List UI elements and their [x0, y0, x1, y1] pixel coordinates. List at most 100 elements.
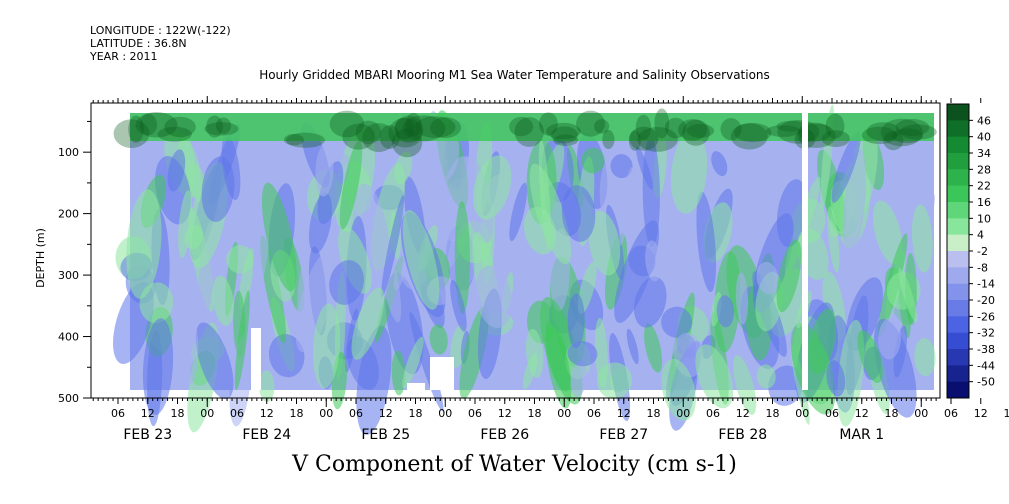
heatmap-cell	[295, 250, 337, 353]
colorbar-band	[947, 169, 969, 187]
surface-cell	[135, 112, 178, 138]
surface-cell	[402, 115, 446, 142]
surface-cell	[379, 125, 400, 150]
data-gap	[407, 383, 425, 390]
surface-cell	[825, 113, 845, 139]
x-tick-label: 12	[617, 407, 631, 420]
x-day-label: FEB 28	[718, 427, 767, 443]
x-tick-label: 00	[676, 407, 690, 420]
heatmap-cell	[790, 322, 836, 415]
heatmap-cell	[872, 200, 903, 265]
heatmap-cell	[184, 225, 204, 250]
surface-cell	[394, 115, 424, 143]
surface-cell	[113, 119, 150, 148]
surface-cell	[394, 117, 415, 140]
heatmap-cell	[522, 352, 538, 390]
heatmap-cell	[756, 364, 776, 389]
colorbar-label: -26	[977, 310, 995, 323]
x-tick-label: 06	[944, 407, 958, 420]
data-gap	[802, 113, 808, 390]
surface-cell	[329, 110, 365, 138]
surface-cell	[550, 126, 579, 144]
heatmap-cell	[911, 204, 933, 273]
surface-cell	[730, 123, 768, 150]
heatmap-cell	[661, 358, 696, 421]
surface-cell	[765, 125, 801, 137]
heatmap-cell	[238, 247, 255, 310]
x-tick-label: 06	[468, 407, 482, 420]
x-tick-label: 06	[230, 407, 244, 420]
plot-frame	[90, 102, 941, 399]
y-tick-label: 300	[58, 269, 79, 282]
x-tick-label: 06	[706, 407, 720, 420]
x-tick-label: 00	[438, 407, 452, 420]
heatmap-cell	[826, 360, 846, 397]
surface-cell	[392, 128, 423, 158]
x-day-label: FEB 23	[123, 427, 172, 443]
heatmap-cell	[183, 314, 199, 385]
x-tick-label: 00	[557, 407, 571, 420]
heatmap-cell	[454, 201, 470, 314]
y-axis-label: DEPTH (m)	[34, 228, 47, 288]
heatmap-cell	[317, 161, 344, 225]
x-tick-label: 18	[409, 407, 423, 420]
surface-cell	[635, 114, 652, 141]
colorbar-band	[947, 136, 969, 154]
heatmap-cell	[546, 327, 571, 392]
x-tick-label: 18	[171, 407, 185, 420]
surface-cell	[682, 119, 710, 146]
heatmap-cell	[195, 322, 234, 400]
surface-cell	[405, 112, 422, 137]
heatmap-cell	[538, 138, 551, 251]
x-tick-label: 18	[290, 407, 304, 420]
surface-cell	[866, 122, 901, 141]
heatmap-cell	[661, 306, 693, 338]
colorbar-band	[947, 283, 969, 301]
x-tick-label: 18	[647, 407, 661, 420]
x-tick-label: 12	[498, 407, 512, 420]
x-day-label: FEB 25	[361, 427, 410, 443]
x-tick-label: 18	[885, 407, 899, 420]
longitude-label: LONGITUDE : 122W(-122)	[90, 24, 231, 37]
heatmap-cell	[670, 131, 708, 214]
heatmap-cell	[670, 246, 698, 294]
surface-cell	[157, 126, 192, 142]
latitude-label: LATITUDE : 36.8N	[90, 37, 187, 50]
heatmap-cell	[776, 239, 802, 313]
x-tick-label: 12	[736, 407, 750, 420]
heatmap-cell	[142, 318, 174, 415]
colorbar-band	[947, 349, 969, 366]
heatmap-cell	[878, 317, 901, 360]
heatmap-cell	[581, 147, 605, 174]
heatmap-cell	[139, 282, 174, 324]
colorbar-label: -2	[977, 245, 988, 258]
colorbar-label: 16	[977, 196, 991, 209]
heatmap-cell	[827, 206, 840, 273]
heatmap-cell	[645, 240, 662, 282]
surface-cell	[139, 113, 158, 136]
x-tick-label: 12	[974, 407, 988, 420]
heatmap-cell	[642, 136, 660, 247]
surface-cell	[686, 123, 715, 138]
colorbar-label: 10	[977, 212, 991, 225]
surface-cell	[362, 123, 396, 153]
surface-cell	[861, 126, 898, 145]
heatmap-cell	[893, 325, 908, 378]
heatmap-cell	[577, 261, 597, 315]
heatmap-cell	[259, 370, 275, 402]
colorbar-band	[947, 267, 969, 285]
heatmap-cell	[329, 260, 364, 305]
heatmap-cell	[509, 182, 528, 242]
y-tick-label: 400	[58, 331, 79, 344]
colorbar-band	[947, 218, 969, 236]
heatmap-cell	[567, 341, 598, 367]
colorbar-label: -38	[977, 343, 995, 356]
surface-cell	[895, 118, 930, 137]
colorbar-band	[947, 332, 969, 350]
surface-cell	[654, 108, 670, 139]
heatmap-cell	[756, 261, 779, 295]
surface-cell	[594, 119, 610, 134]
heatmap-cell	[561, 185, 596, 242]
heatmap-cell	[644, 323, 663, 373]
